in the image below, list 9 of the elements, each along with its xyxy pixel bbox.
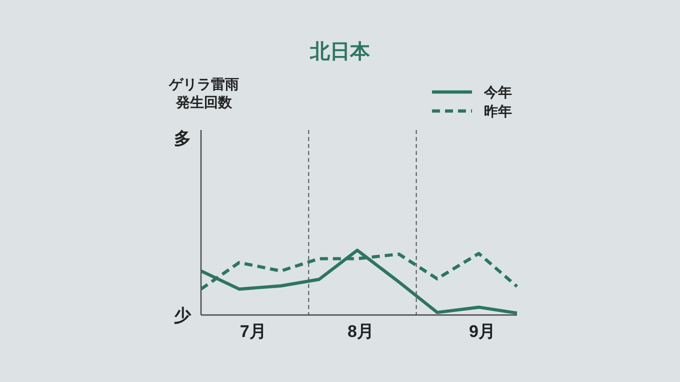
text: ゲリラ雷雨発生回数 [168, 77, 239, 111]
x-tick-label: 9月 [469, 322, 496, 342]
text: 多 [174, 129, 191, 149]
text: 少 [174, 306, 192, 326]
chart-title: 北日本 [309, 39, 371, 63]
x-tick-label: 8月 [348, 322, 374, 342]
legend-label: 今年 [483, 85, 512, 101]
legend-label: 昨年 [484, 104, 512, 120]
x-tick-label: 7月 [240, 322, 266, 342]
